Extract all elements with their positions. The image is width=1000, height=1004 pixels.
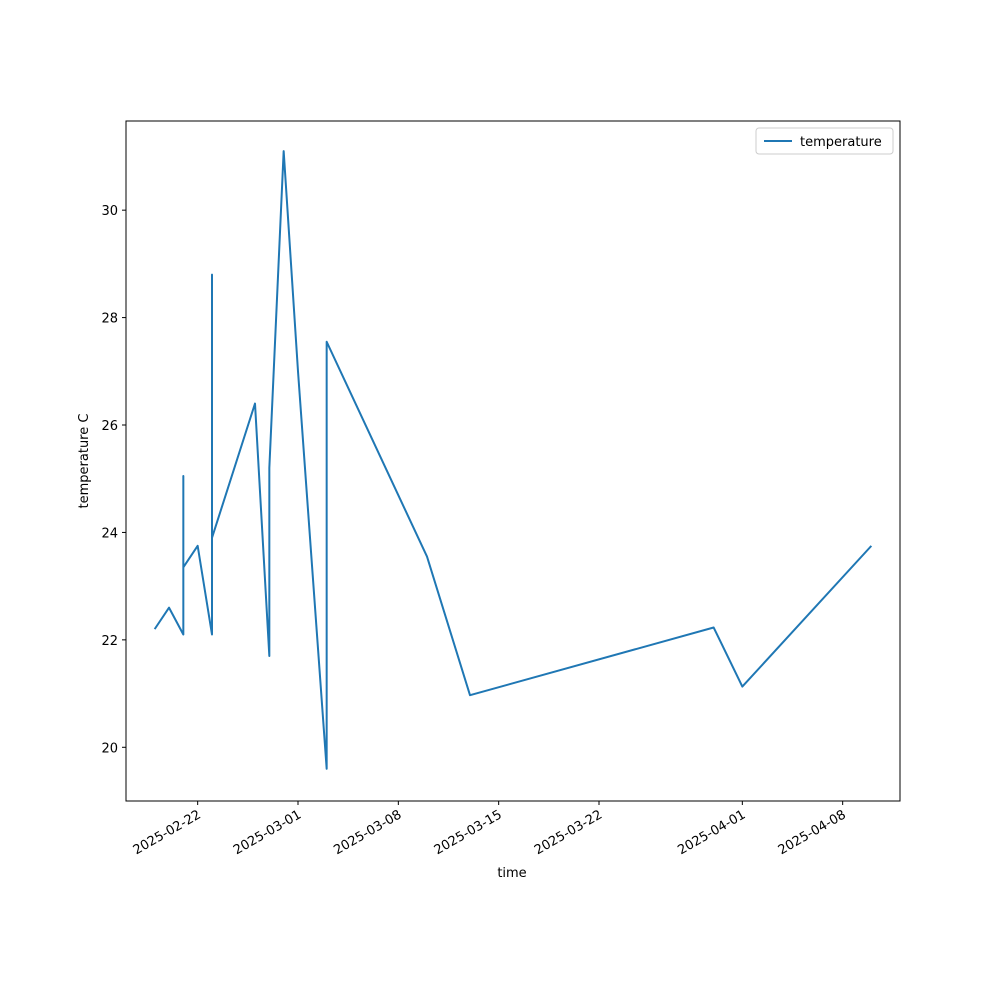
plot-frame bbox=[125, 120, 901, 802]
x-axis-label: time bbox=[497, 866, 526, 881]
line-series bbox=[153, 150, 873, 770]
y-tick-label: 24 bbox=[101, 526, 118, 541]
y-tick-label: 30 bbox=[101, 204, 118, 219]
y-tick-label: 28 bbox=[101, 312, 118, 327]
y-axis-label: temperature C bbox=[77, 414, 92, 509]
legend-box bbox=[755, 127, 894, 155]
y-tick-label: 20 bbox=[101, 741, 118, 756]
y-tick-label: 26 bbox=[101, 419, 118, 434]
y-tick-label: 22 bbox=[101, 634, 118, 649]
legend-label: temperature bbox=[800, 135, 882, 150]
